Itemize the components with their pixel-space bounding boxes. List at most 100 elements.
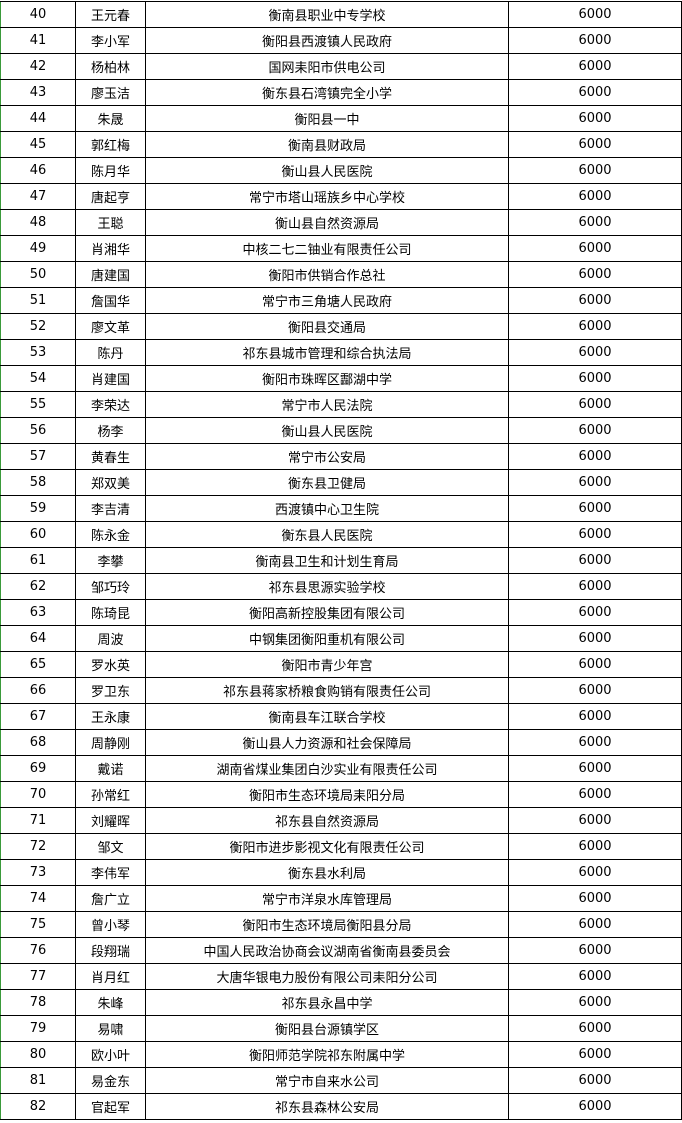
table-row: 72 邹文 衡阳市进步影视文化有限责任公司 6000 xyxy=(0,833,682,860)
person-name: 唐起亨 xyxy=(75,183,146,210)
row-number: 48 xyxy=(0,209,76,236)
organization: 衡山县人力资源和社会保障局 xyxy=(145,729,509,756)
amount: 6000 xyxy=(508,391,682,418)
person-name: 李攀 xyxy=(75,547,146,574)
row-number: 68 xyxy=(0,729,76,756)
amount: 6000 xyxy=(508,677,682,704)
row-number: 79 xyxy=(0,1015,76,1042)
table-row: 64 周波 中钢集团衡阳重机有限公司 6000 xyxy=(0,625,682,652)
row-number: 63 xyxy=(0,599,76,626)
organization: 衡阳县西渡镇人民政府 xyxy=(145,27,509,54)
row-number: 46 xyxy=(0,157,76,184)
row-number: 52 xyxy=(0,313,76,340)
person-name: 詹广立 xyxy=(75,885,146,912)
table-row: 50 唐建国 衡阳市供销合作总社 6000 xyxy=(0,261,682,288)
row-number: 74 xyxy=(0,885,76,912)
person-name: 孙常红 xyxy=(75,781,146,808)
organization: 衡阳市生态环境局耒阳分局 xyxy=(145,781,509,808)
person-name: 唐建国 xyxy=(75,261,146,288)
person-name: 曾小琴 xyxy=(75,911,146,938)
amount: 6000 xyxy=(508,261,682,288)
organization: 衡南县职业中专学校 xyxy=(145,1,509,28)
row-number: 59 xyxy=(0,495,76,522)
amount: 6000 xyxy=(508,157,682,184)
organization: 衡阳市进步影视文化有限责任公司 xyxy=(145,833,509,860)
person-name: 邹巧玲 xyxy=(75,573,146,600)
amount: 6000 xyxy=(508,651,682,678)
row-number: 41 xyxy=(0,27,76,54)
organization: 祁东县蒋家桥粮食购销有限责任公司 xyxy=(145,677,509,704)
table-row: 71 刘耀晖 祁东县自然资源局 6000 xyxy=(0,807,682,834)
table-row: 75 曾小琴 衡阳市生态环境局衡阳县分局 6000 xyxy=(0,911,682,938)
table-row: 82 官起军 祁东县森林公安局 6000 xyxy=(0,1093,682,1120)
row-number: 73 xyxy=(0,859,76,886)
person-name: 陈永金 xyxy=(75,521,146,548)
table-row: 55 李荣达 常宁市人民法院 6000 xyxy=(0,391,682,418)
row-number: 60 xyxy=(0,521,76,548)
organization: 衡东县人民医院 xyxy=(145,521,509,548)
amount: 6000 xyxy=(508,443,682,470)
person-name: 李小军 xyxy=(75,27,146,54)
organization: 祁东县永昌中学 xyxy=(145,989,509,1016)
organization: 衡阳县一中 xyxy=(145,105,509,132)
table-row: 76 段翔瑞 中国人民政治协商会议湖南省衡南县委员会 6000 xyxy=(0,937,682,964)
organization: 常宁市公安局 xyxy=(145,443,509,470)
table-row: 40 王元春 衡南县职业中专学校 6000 xyxy=(0,1,682,28)
organization: 衡南县卫生和计划生育局 xyxy=(145,547,509,574)
amount: 6000 xyxy=(508,79,682,106)
person-name: 王永康 xyxy=(75,703,146,730)
amount: 6000 xyxy=(508,781,682,808)
amount: 6000 xyxy=(508,599,682,626)
table-row: 73 李伟军 衡东县水利局 6000 xyxy=(0,859,682,886)
amount: 6000 xyxy=(508,547,682,574)
organization: 衡阳市青少年宫 xyxy=(145,651,509,678)
amount: 6000 xyxy=(508,235,682,262)
table-row: 66 罗卫东 祁东县蒋家桥粮食购销有限责任公司 6000 xyxy=(0,677,682,704)
table-row: 46 陈月华 衡山县人民医院 6000 xyxy=(0,157,682,184)
row-number: 51 xyxy=(0,287,76,314)
person-name: 朱峰 xyxy=(75,989,146,1016)
amount: 6000 xyxy=(508,859,682,886)
person-name: 刘耀晖 xyxy=(75,807,146,834)
row-number: 77 xyxy=(0,963,76,990)
person-name: 王聪 xyxy=(75,209,146,236)
table-row: 48 王聪 衡山县自然资源局 6000 xyxy=(0,209,682,236)
organization: 衡东县卫健局 xyxy=(145,469,509,496)
table-row: 47 唐起亨 常宁市塔山瑶族乡中心学校 6000 xyxy=(0,183,682,210)
table-row: 54 肖建国 衡阳市珠晖区酃湖中学 6000 xyxy=(0,365,682,392)
person-name: 易啸 xyxy=(75,1015,146,1042)
table-row: 52 廖文革 衡阳县交通局 6000 xyxy=(0,313,682,340)
amount: 6000 xyxy=(508,495,682,522)
table-row: 77 肖月红 大唐华银电力股份有限公司耒阳分公司 6000 xyxy=(0,963,682,990)
organization: 国网耒阳市供电公司 xyxy=(145,53,509,80)
row-number: 78 xyxy=(0,989,76,1016)
row-number: 57 xyxy=(0,443,76,470)
table-row: 53 陈丹 祁东县城市管理和综合执法局 6000 xyxy=(0,339,682,366)
person-name: 杨柏林 xyxy=(75,53,146,80)
amount: 6000 xyxy=(508,885,682,912)
amount: 6000 xyxy=(508,573,682,600)
organization: 祁东县自然资源局 xyxy=(145,807,509,834)
table-row: 80 欧小叶 衡阳师范学院祁东附属中学 6000 xyxy=(0,1041,682,1068)
row-number: 69 xyxy=(0,755,76,782)
row-number: 66 xyxy=(0,677,76,704)
amount: 6000 xyxy=(508,1067,682,1094)
amount: 6000 xyxy=(508,729,682,756)
amount: 6000 xyxy=(508,469,682,496)
table-row: 74 詹广立 常宁市洋泉水库管理局 6000 xyxy=(0,885,682,912)
table-row: 68 周静刚 衡山县人力资源和社会保障局 6000 xyxy=(0,729,682,756)
person-name: 朱晟 xyxy=(75,105,146,132)
table-row: 56 杨李 衡山县人民医院 6000 xyxy=(0,417,682,444)
person-name: 官起军 xyxy=(75,1093,146,1120)
organization: 常宁市自来水公司 xyxy=(145,1067,509,1094)
person-name: 戴诺 xyxy=(75,755,146,782)
person-name: 李吉清 xyxy=(75,495,146,522)
row-number: 40 xyxy=(0,1,76,28)
amount: 6000 xyxy=(508,183,682,210)
table-row: 42 杨柏林 国网耒阳市供电公司 6000 xyxy=(0,53,682,80)
table-row: 43 廖玉洁 衡东县石湾镇完全小学 6000 xyxy=(0,79,682,106)
amount: 6000 xyxy=(508,1,682,28)
organization: 祁东县思源实验学校 xyxy=(145,573,509,600)
